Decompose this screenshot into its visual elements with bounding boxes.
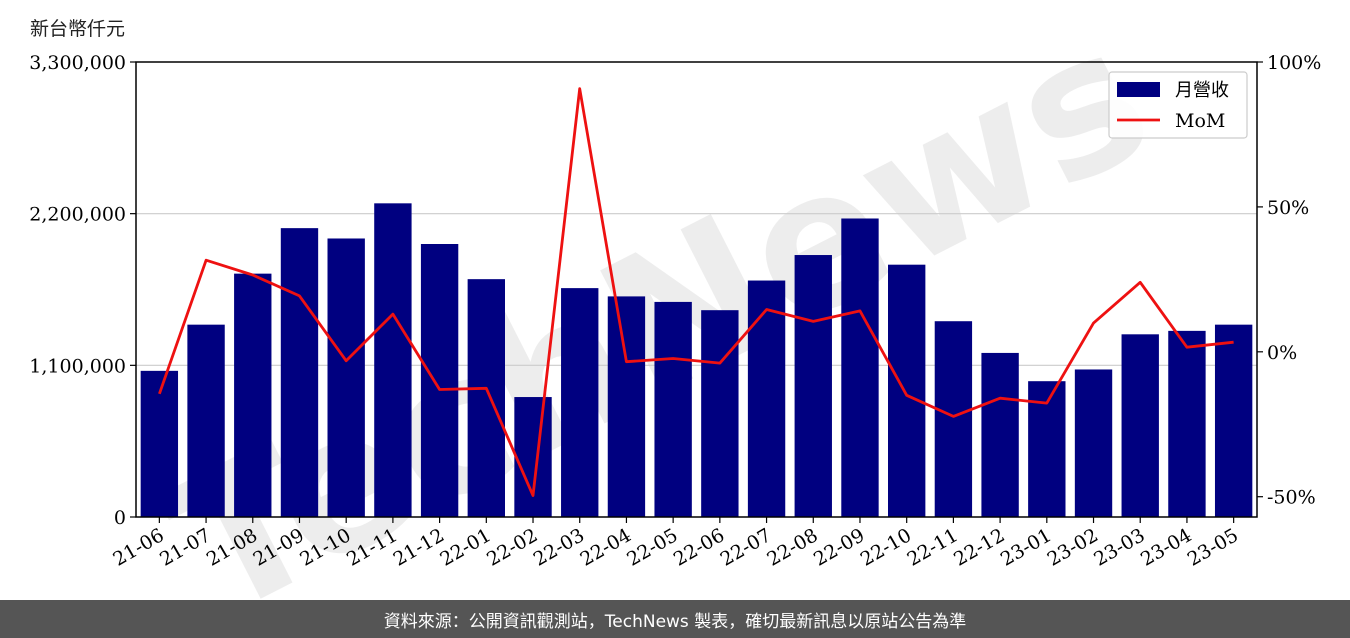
bar-23-05 (1214, 324, 1253, 517)
x-tick-label: 22-03 (530, 524, 588, 570)
bar-21-09 (280, 228, 319, 518)
bar-23-04 (1168, 330, 1206, 517)
legend-label-revenue: 月營收 (1175, 80, 1229, 101)
line-series (158, 87, 1234, 498)
y-left-tick-label: 2,200,000 (29, 204, 126, 226)
bar-22-10 (888, 264, 926, 517)
legend: 月營收 MoM (1108, 71, 1248, 139)
bar-22-12 (981, 352, 1019, 517)
legend-swatch-bar (1117, 82, 1160, 97)
bar-22-04 (607, 296, 646, 517)
x-tick-label: 21-06 (109, 524, 167, 570)
revenue-chart: TechNews 01,100,0002,200,0003,300,000-50… (29, 0, 1321, 600)
bar-21-08 (234, 273, 272, 517)
x-tick-label: 22-04 (576, 524, 634, 570)
x-tick-label: 22-12 (950, 524, 1008, 570)
source-footer: 資料來源：公開資訊觀測站，TechNews 製表，確切最新訊息以原站公告為準 (0, 600, 1350, 638)
x-tick-label: 22-05 (623, 524, 681, 570)
bar-21-10 (327, 238, 365, 517)
bar-22-06 (701, 310, 739, 517)
x-tick-label: 22-10 (857, 524, 915, 570)
bar-22-11 (934, 321, 973, 517)
legend-label-mom: MoM (1175, 110, 1225, 132)
y-right-tick-label: 0% (1267, 342, 1297, 364)
mom-line (158, 87, 1234, 498)
y-right-tick-label: -50% (1267, 487, 1316, 509)
bar-21-06 (140, 370, 179, 517)
bar-22-09 (841, 218, 879, 517)
x-tick-label: 23-04 (1137, 524, 1195, 570)
x-tick-label: 22-08 (763, 524, 821, 570)
x-tick-label: 22-07 (717, 524, 775, 570)
y-left-tick-label: 0 (114, 507, 126, 529)
bar-22-03 (561, 288, 599, 517)
x-tick-label: 23-01 (997, 524, 1055, 570)
x-tick-label: 23-03 (1090, 524, 1148, 570)
x-tick-label: 22-11 (903, 524, 961, 570)
bar-22-07 (747, 280, 786, 517)
bar-22-01 (467, 279, 505, 517)
plot-frame (135, 61, 1258, 518)
y-right-tick-label: 50% (1267, 197, 1309, 219)
y-left-tick-label: 3,300,000 (29, 52, 126, 74)
bar-22-08 (794, 255, 832, 517)
bar-21-12 (420, 244, 459, 517)
y-left-tick-label: 1,100,000 (29, 355, 126, 377)
bar-22-02 (514, 397, 552, 517)
y-axis-unit-label: 新台幣仟元 (30, 18, 126, 40)
x-tick-label: 22-09 (810, 524, 868, 570)
x-tick-label: 23-02 (1044, 524, 1102, 570)
x-tick-label: 23-05 (1184, 524, 1242, 570)
y-right-tick-label: 100% (1267, 52, 1321, 74)
x-tick-label: 22-06 (670, 524, 728, 570)
bar-21-07 (187, 324, 225, 517)
bar-series (140, 203, 1253, 518)
bar-22-05 (654, 301, 692, 517)
bar-21-11 (374, 203, 412, 518)
bar-23-03 (1121, 334, 1159, 517)
bar-23-02 (1074, 369, 1113, 517)
